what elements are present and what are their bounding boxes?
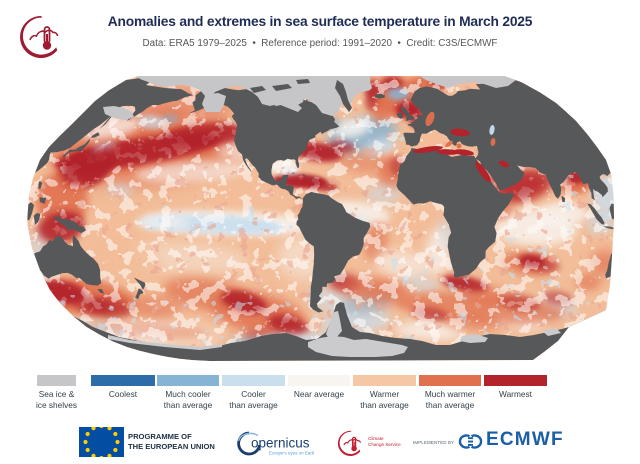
svg-text:opernicus: opernicus bbox=[251, 436, 310, 451]
svg-text:Europe's eyes on Earth: Europe's eyes on Earth bbox=[269, 451, 314, 456]
